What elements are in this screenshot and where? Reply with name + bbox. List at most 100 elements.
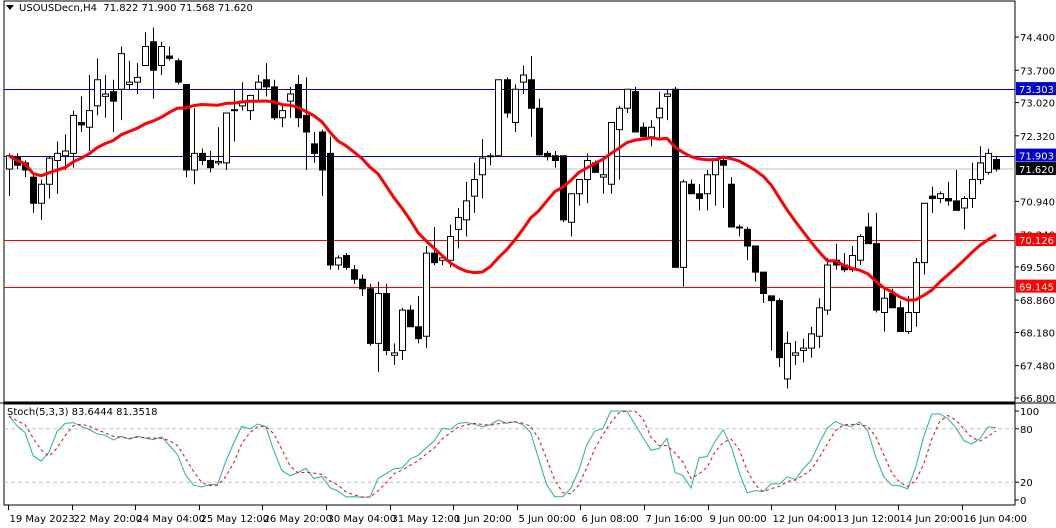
candle[interactable] [183, 84, 190, 178]
candle[interactable] [255, 75, 262, 102]
candle[interactable] [833, 243, 840, 270]
candle[interactable] [391, 343, 398, 365]
candle[interactable] [985, 148, 992, 175]
dropdown-triangle-icon[interactable] [6, 5, 14, 10]
candle[interactable] [215, 127, 222, 166]
candle[interactable] [632, 86, 639, 133]
candle[interactable] [865, 212, 872, 245]
candle[interactable] [142, 32, 149, 66]
candle[interactable] [239, 82, 246, 111]
candle[interactable] [279, 103, 286, 128]
candle[interactable] [504, 77, 511, 118]
candle[interactable] [327, 136, 334, 270]
candle[interactable] [359, 274, 366, 296]
candle[interactable] [897, 300, 904, 332]
candle[interactable] [768, 295, 775, 351]
candle[interactable] [54, 141, 61, 194]
candle[interactable] [415, 295, 422, 344]
candle[interactable] [568, 193, 575, 237]
candle[interactable] [455, 208, 462, 249]
candle[interactable] [30, 174, 37, 213]
candle[interactable] [736, 224, 743, 237]
candle[interactable] [263, 63, 270, 97]
candle[interactable] [728, 177, 735, 228]
candle[interactable] [704, 170, 711, 211]
candle[interactable] [648, 120, 655, 147]
candle[interactable] [463, 181, 470, 237]
candle[interactable] [399, 307, 406, 360]
candle[interactable] [857, 234, 864, 265]
candle[interactable] [800, 338, 807, 363]
candle[interactable] [913, 257, 920, 327]
candle[interactable] [423, 246, 430, 349]
candle[interactable] [816, 298, 823, 349]
candle[interactable] [78, 96, 85, 132]
candle[interactable] [608, 122, 615, 194]
candle[interactable] [102, 75, 109, 118]
candle[interactable] [953, 170, 960, 211]
candle[interactable] [367, 284, 374, 346]
candle[interactable] [247, 94, 254, 121]
candle[interactable] [38, 179, 45, 220]
candle[interactable] [431, 227, 438, 265]
candle[interactable] [640, 122, 647, 138]
candle[interactable] [70, 110, 77, 168]
candle[interactable] [94, 58, 101, 116]
candle[interactable] [688, 179, 695, 195]
candle[interactable] [118, 46, 125, 121]
candle[interactable] [150, 27, 157, 99]
candle[interactable] [528, 56, 535, 137]
candle[interactable] [175, 58, 182, 85]
candle[interactable] [929, 186, 936, 213]
candle[interactable] [158, 41, 165, 75]
candle[interactable] [110, 79, 117, 132]
candle[interactable] [841, 253, 848, 273]
candle[interactable] [311, 132, 318, 163]
candle[interactable] [335, 255, 342, 270]
candle[interactable] [784, 331, 791, 389]
candle[interactable] [191, 108, 198, 185]
candle[interactable] [969, 162, 976, 208]
candle[interactable] [319, 129, 326, 197]
candle[interactable] [6, 153, 13, 197]
candle[interactable] [584, 153, 591, 204]
candle[interactable] [776, 298, 783, 368]
candle[interactable] [447, 224, 454, 268]
candle[interactable] [536, 98, 543, 156]
candle[interactable] [231, 89, 238, 142]
candle[interactable] [134, 63, 141, 94]
candle[interactable] [487, 153, 494, 166]
candle[interactable] [664, 89, 671, 121]
candle[interactable] [945, 181, 952, 206]
candle[interactable] [993, 155, 1000, 172]
candle[interactable] [672, 86, 679, 268]
candle[interactable] [383, 284, 390, 356]
candle[interactable] [680, 179, 687, 287]
candle[interactable] [46, 155, 53, 199]
candle[interactable] [351, 265, 358, 284]
candle[interactable] [937, 191, 944, 204]
candle[interactable] [86, 75, 93, 151]
candle[interactable] [295, 75, 302, 128]
candle[interactable] [166, 46, 173, 61]
candle[interactable] [512, 84, 519, 133]
candle[interactable] [520, 65, 527, 95]
candle[interactable] [552, 151, 559, 168]
candle[interactable] [624, 88, 631, 113]
candle[interactable] [977, 146, 984, 185]
candle[interactable] [303, 77, 310, 170]
candle[interactable] [495, 79, 502, 157]
candle[interactable] [479, 139, 486, 199]
candle[interactable] [921, 202, 928, 275]
candle[interactable] [881, 288, 888, 332]
candle[interactable] [199, 148, 206, 166]
candle[interactable] [656, 91, 663, 140]
candle[interactable] [471, 162, 478, 213]
candle[interactable] [720, 155, 727, 208]
candle[interactable] [375, 281, 382, 372]
candle[interactable] [696, 184, 703, 211]
candle[interactable] [544, 151, 551, 161]
candle[interactable] [223, 112, 230, 170]
candle[interactable] [343, 253, 350, 270]
